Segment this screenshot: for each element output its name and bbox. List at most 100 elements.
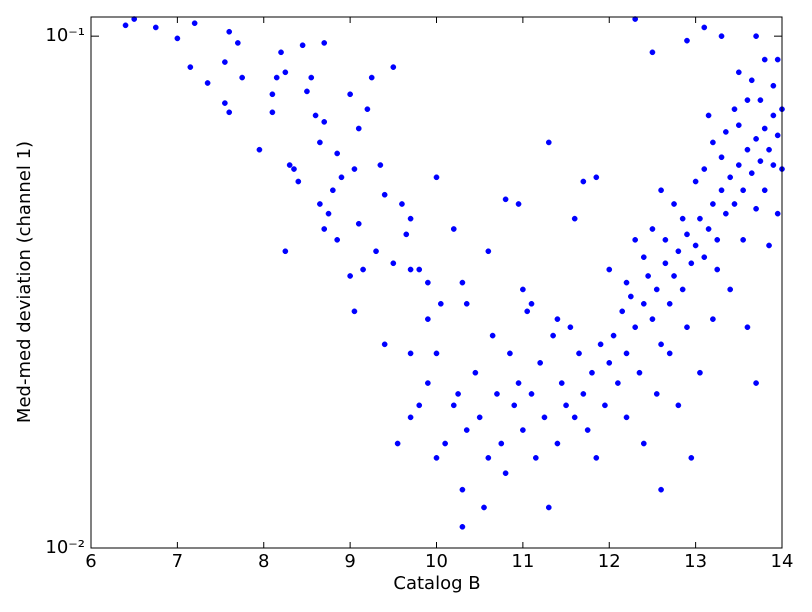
point xyxy=(697,215,703,222)
point xyxy=(334,150,341,157)
point xyxy=(330,187,336,194)
point xyxy=(710,316,716,322)
point xyxy=(476,414,483,421)
x-tick-label: 9 xyxy=(344,551,355,572)
point xyxy=(718,33,725,40)
point xyxy=(407,215,414,222)
point xyxy=(606,266,613,273)
point xyxy=(256,146,263,153)
point xyxy=(355,125,362,132)
point xyxy=(632,16,639,22)
point xyxy=(390,260,397,267)
point xyxy=(459,279,466,286)
point xyxy=(312,112,319,119)
point xyxy=(723,210,729,217)
y-tick-label: 10⁻¹ xyxy=(45,25,85,46)
point xyxy=(494,391,500,397)
point xyxy=(666,350,673,357)
point xyxy=(640,440,647,447)
point xyxy=(701,24,708,31)
point xyxy=(450,402,457,409)
point xyxy=(360,266,366,273)
point xyxy=(550,332,556,339)
point xyxy=(684,37,690,44)
point xyxy=(416,402,423,409)
point xyxy=(580,178,587,185)
point xyxy=(347,273,353,279)
point xyxy=(753,205,759,212)
x-tick-label: 7 xyxy=(172,551,183,572)
point xyxy=(226,109,233,116)
point xyxy=(222,100,228,106)
point xyxy=(351,308,358,315)
point xyxy=(334,236,341,243)
point xyxy=(727,286,734,293)
point xyxy=(325,210,332,217)
point xyxy=(627,293,634,300)
point xyxy=(623,350,630,357)
point xyxy=(191,20,198,27)
point xyxy=(377,162,384,168)
point xyxy=(688,455,695,461)
point xyxy=(735,122,742,129)
point xyxy=(731,201,738,207)
point xyxy=(684,324,690,331)
point xyxy=(437,300,444,307)
point xyxy=(653,391,660,397)
point xyxy=(520,427,526,433)
point xyxy=(761,56,768,63)
point xyxy=(649,226,656,232)
point xyxy=(679,286,686,293)
point xyxy=(282,248,289,255)
point xyxy=(545,139,552,146)
point xyxy=(697,369,703,376)
point xyxy=(511,402,518,409)
point xyxy=(679,215,686,222)
point xyxy=(705,226,712,232)
point xyxy=(450,226,457,232)
point xyxy=(433,350,440,357)
point xyxy=(623,279,630,286)
point xyxy=(355,220,362,227)
point xyxy=(770,82,777,89)
point xyxy=(757,97,764,103)
point xyxy=(403,231,410,238)
point xyxy=(692,242,699,249)
point xyxy=(463,427,470,433)
point xyxy=(222,59,228,65)
point xyxy=(554,440,561,447)
point xyxy=(131,16,138,22)
point xyxy=(269,91,276,98)
point xyxy=(541,414,548,421)
point xyxy=(528,300,535,307)
point xyxy=(364,106,371,113)
point xyxy=(710,201,716,207)
point xyxy=(640,254,647,261)
point xyxy=(502,470,509,477)
plot-frame xyxy=(90,16,783,549)
point xyxy=(744,146,751,153)
point xyxy=(571,414,578,421)
point xyxy=(433,455,440,461)
point xyxy=(753,136,759,142)
point xyxy=(524,308,531,315)
point xyxy=(187,64,194,70)
point xyxy=(295,178,302,185)
point xyxy=(770,162,777,168)
point xyxy=(735,69,742,76)
point xyxy=(671,201,677,207)
point xyxy=(610,332,617,339)
point xyxy=(532,455,539,461)
point xyxy=(740,236,746,243)
point xyxy=(381,191,388,198)
point xyxy=(748,170,755,176)
point xyxy=(463,300,470,307)
point xyxy=(692,178,699,185)
point xyxy=(291,166,297,172)
point xyxy=(580,391,587,397)
point xyxy=(321,226,328,232)
point xyxy=(748,77,755,84)
x-tick-label: 13 xyxy=(684,551,707,572)
point xyxy=(744,97,751,103)
